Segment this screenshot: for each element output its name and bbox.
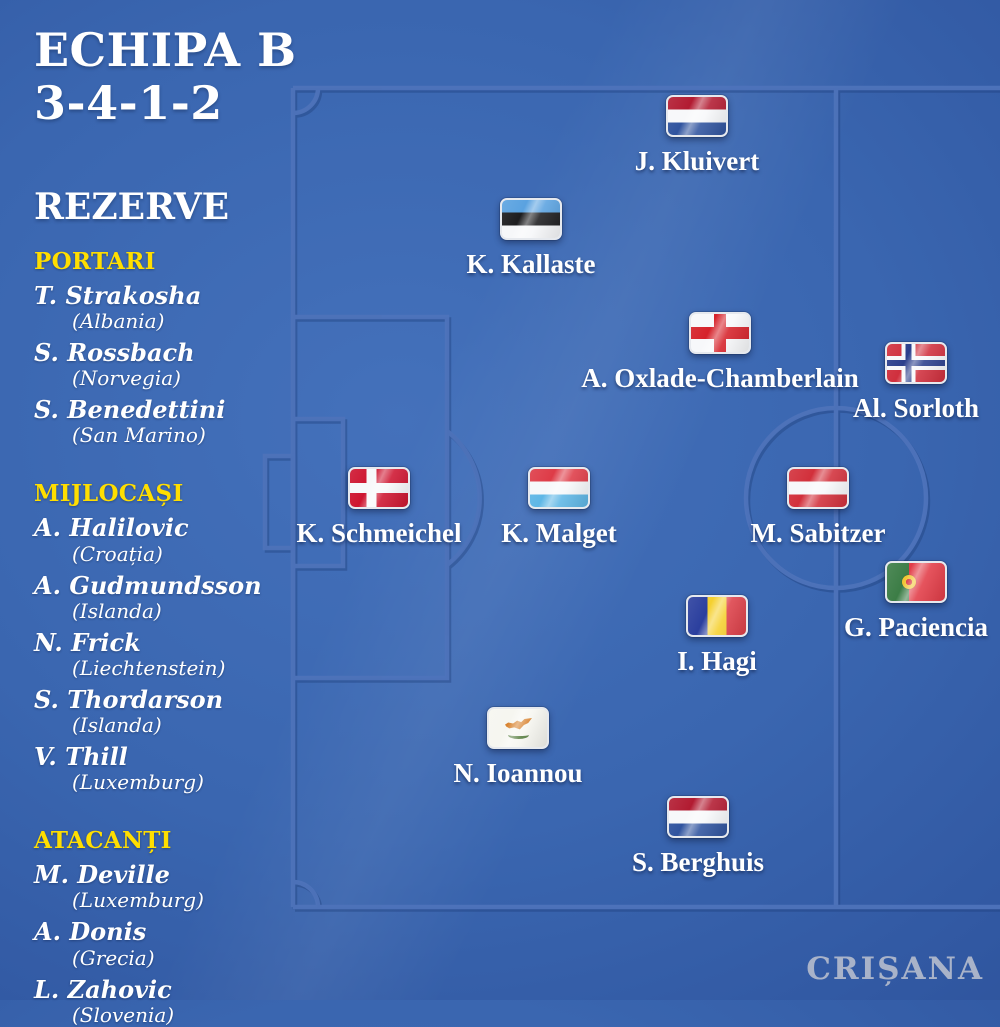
sidebar: ECHIPA B 3-4-1-2 REZERVE PORTARI T. Strak… <box>34 24 296 1026</box>
reserve-player-country: (Grecia) <box>72 945 155 970</box>
reserves-section: PORTARI T. Strakosha (Albania) S. Rossbach(… <box>34 248 296 447</box>
reserve-player-name: N. Frick <box>34 627 141 657</box>
reserve-player-name: L. Zahovic <box>34 974 172 1004</box>
reserve-player-country: (Norvegia) <box>72 366 181 391</box>
player-name: M. Sabitzer <box>750 518 886 548</box>
portugal-flag-icon <box>885 561 947 603</box>
pitch-goal <box>262 453 296 551</box>
reserves-section-header: MIJLOCAȘI <box>34 480 184 508</box>
player-marker: S. Berghuis <box>538 796 858 876</box>
reserve-player-name: A. Gudmundsson <box>34 570 262 600</box>
estonia-flag-icon <box>500 198 562 240</box>
player-marker: J. Kluivert <box>537 95 857 175</box>
player-marker: I. Hagi <box>557 595 877 675</box>
reserve-player-country: (Albania) <box>72 308 165 333</box>
reserves-section-header: ATACANȚI <box>34 827 172 855</box>
player-name: A. Oxlade-Chamberlain <box>581 363 859 393</box>
reserve-player-name: T. Strakosha <box>34 280 202 310</box>
player-marker: M. Sabitzer <box>658 467 978 547</box>
reserve-player-country: (Croația) <box>72 541 163 566</box>
reserve-player-name: V. Thill <box>34 742 128 772</box>
reserve-player-name: S. Thordarson <box>34 684 224 714</box>
pitch-penalty-arc <box>445 429 482 567</box>
reserves-section-header: PORTARI <box>34 247 156 275</box>
cyprus-flag-icon <box>487 707 549 749</box>
reserve-player-country: (Liechtenstein) <box>72 655 226 680</box>
player-marker: Al. Sorloth <box>756 342 1000 422</box>
luxembourg-flag-icon <box>528 467 590 509</box>
reserve-player-country: (Luxemburg) <box>72 770 204 795</box>
page-title: ECHIPA B 3-4-1-2 <box>34 24 296 130</box>
reserve-player-name: S. Benedettini <box>34 395 226 425</box>
reserves-section: MIJLOCAȘI A. Halilovic (Croația) A. Gudmund… <box>34 480 296 793</box>
reserves-list: PORTARI T. Strakosha (Albania) S. Rossbach(… <box>34 248 296 1026</box>
reserves-section: ATACANȚI M. Deville (Luxemburg) A. Donis (Gr… <box>34 827 296 1026</box>
player-name: N. Ioannou <box>453 758 583 788</box>
pitch-center-circle <box>743 405 929 591</box>
netherlands-flag-icon <box>667 796 729 838</box>
player-marker: K. Schmeichel <box>219 467 539 547</box>
player-name: K. Schmeichel <box>296 518 462 548</box>
player-name: Al. Sorloth <box>852 393 979 423</box>
reserve-player-name: S. Rossbach <box>34 337 195 367</box>
reserve-player-name: M. Deville <box>34 860 170 890</box>
reserve-player-country: (Islanda) <box>72 598 162 623</box>
watermark-logo: CRIȘANA <box>806 951 984 987</box>
reserve-player-name: A. Donis <box>34 917 147 947</box>
reserves-title: REZERVE <box>34 185 230 228</box>
denmark-flag-icon <box>348 467 410 509</box>
player-marker: K. Malget <box>399 467 719 547</box>
england-flag-icon <box>689 312 751 354</box>
cyprus-olive-branch-icon <box>508 731 529 739</box>
reserve-player-country: (Islanda) <box>72 713 162 738</box>
reserve-player-name: A. Halilovic <box>34 513 189 543</box>
pitch-corner-arc-top <box>292 87 321 116</box>
pitch-corner-arc-bottom <box>292 879 321 908</box>
player-marker: G. Paciencia <box>756 561 1000 641</box>
reserve-player-country: (San Marino) <box>72 423 206 448</box>
player-name: J. Kluivert <box>634 146 760 176</box>
team-title: ECHIPA B <box>34 23 297 77</box>
player-name: G. Paciencia <box>844 612 988 642</box>
player-name: I. Hagi <box>677 646 757 676</box>
player-name: S. Berghuis <box>631 847 765 877</box>
norway-flag-icon <box>885 342 947 384</box>
romania-flag-icon <box>686 595 748 637</box>
player-marker: A. Oxlade-Chamberlain <box>560 312 880 392</box>
cyprus-island-icon <box>505 718 532 730</box>
formation-label: 3-4-1-2 <box>34 75 223 130</box>
austria-flag-icon <box>787 467 849 509</box>
pitch-diagram <box>262 85 1000 912</box>
reserve-player-country: (Luxemburg) <box>72 888 204 913</box>
reserve-player-country: (Slovenia) <box>72 1002 175 1027</box>
player-marker: K. Kallaste <box>371 198 691 278</box>
player-name: K. Kallaste <box>466 249 596 279</box>
player-marker: N. Ioannou <box>358 707 678 787</box>
portugal-emblem-icon <box>902 575 917 589</box>
player-name: K. Malget <box>501 518 617 548</box>
netherlands-flag-icon <box>666 95 728 137</box>
